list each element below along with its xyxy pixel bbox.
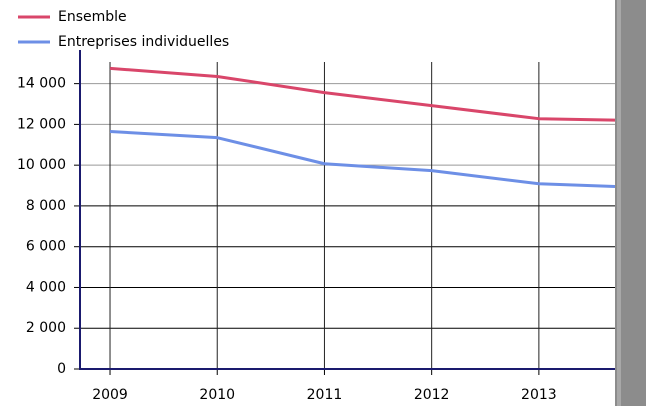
x-tick-label: 2012 bbox=[414, 387, 450, 403]
y-tick-label: 8 000 bbox=[26, 198, 66, 214]
y-tick-label: 4 000 bbox=[26, 279, 66, 295]
scrollbar-edge bbox=[617, 0, 621, 406]
data-line bbox=[109, 66, 615, 122]
x-tick-label: 2011 bbox=[307, 387, 343, 403]
legend-label: Entreprises individuelles bbox=[58, 34, 229, 50]
x-tick-label: 2009 bbox=[92, 387, 128, 403]
y-tick-label: 10 000 bbox=[17, 157, 66, 173]
legend-label: Ensemble bbox=[58, 9, 127, 25]
y-tick-label: 12 000 bbox=[17, 116, 66, 132]
y-tick-label: 0 bbox=[57, 361, 66, 377]
y-tick-label: 14 000 bbox=[17, 76, 66, 92]
x-tick-label: 2013 bbox=[521, 387, 557, 403]
x-tick-label: 2010 bbox=[199, 387, 235, 403]
y-tick-label: 6 000 bbox=[26, 239, 66, 255]
data-line bbox=[109, 130, 615, 188]
y-tick-label: 2 000 bbox=[26, 320, 66, 336]
